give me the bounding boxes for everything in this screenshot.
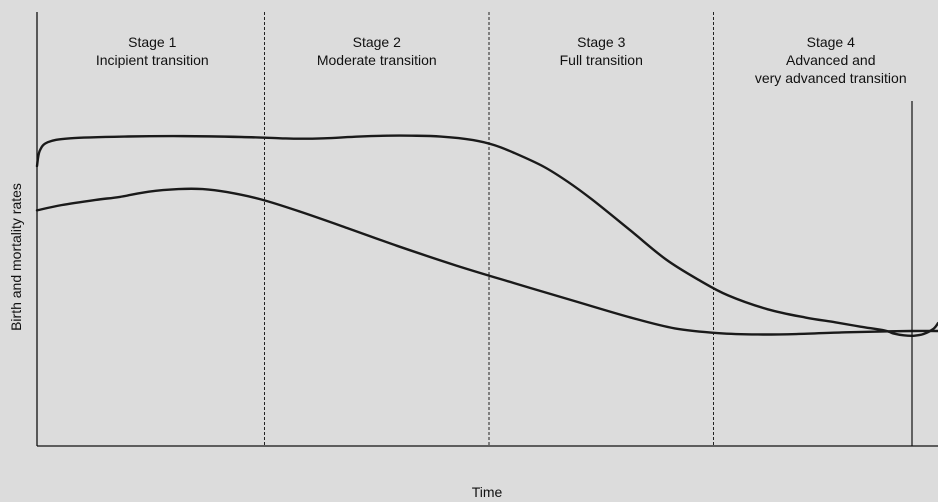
x-axis-label: Time	[472, 484, 503, 500]
y-axis-label: Birth and mortality rates	[8, 183, 24, 331]
stage-2-label: Stage 2	[353, 34, 401, 50]
stage-labels: Stage 1 Incipient transition Stage 2 Modera…	[96, 34, 907, 86]
stage-4-label: Stage 4	[807, 34, 855, 50]
stage-4-name: Advanced and	[786, 52, 876, 68]
mortality-rate-curve	[35, 187, 938, 336]
stage-dividers	[264, 12, 714, 446]
stage-1-name: Incipient transition	[96, 52, 209, 68]
stage-3-label: Stage 3	[577, 34, 625, 50]
birth-rate-curve	[35, 134, 938, 338]
stage-3-name: Full transition	[560, 52, 643, 68]
stage-1-label: Stage 1	[128, 34, 176, 50]
curves	[35, 134, 938, 338]
stage-4-name-line2: very advanced transition	[755, 70, 907, 86]
stage-2-name: Moderate transition	[317, 52, 437, 68]
